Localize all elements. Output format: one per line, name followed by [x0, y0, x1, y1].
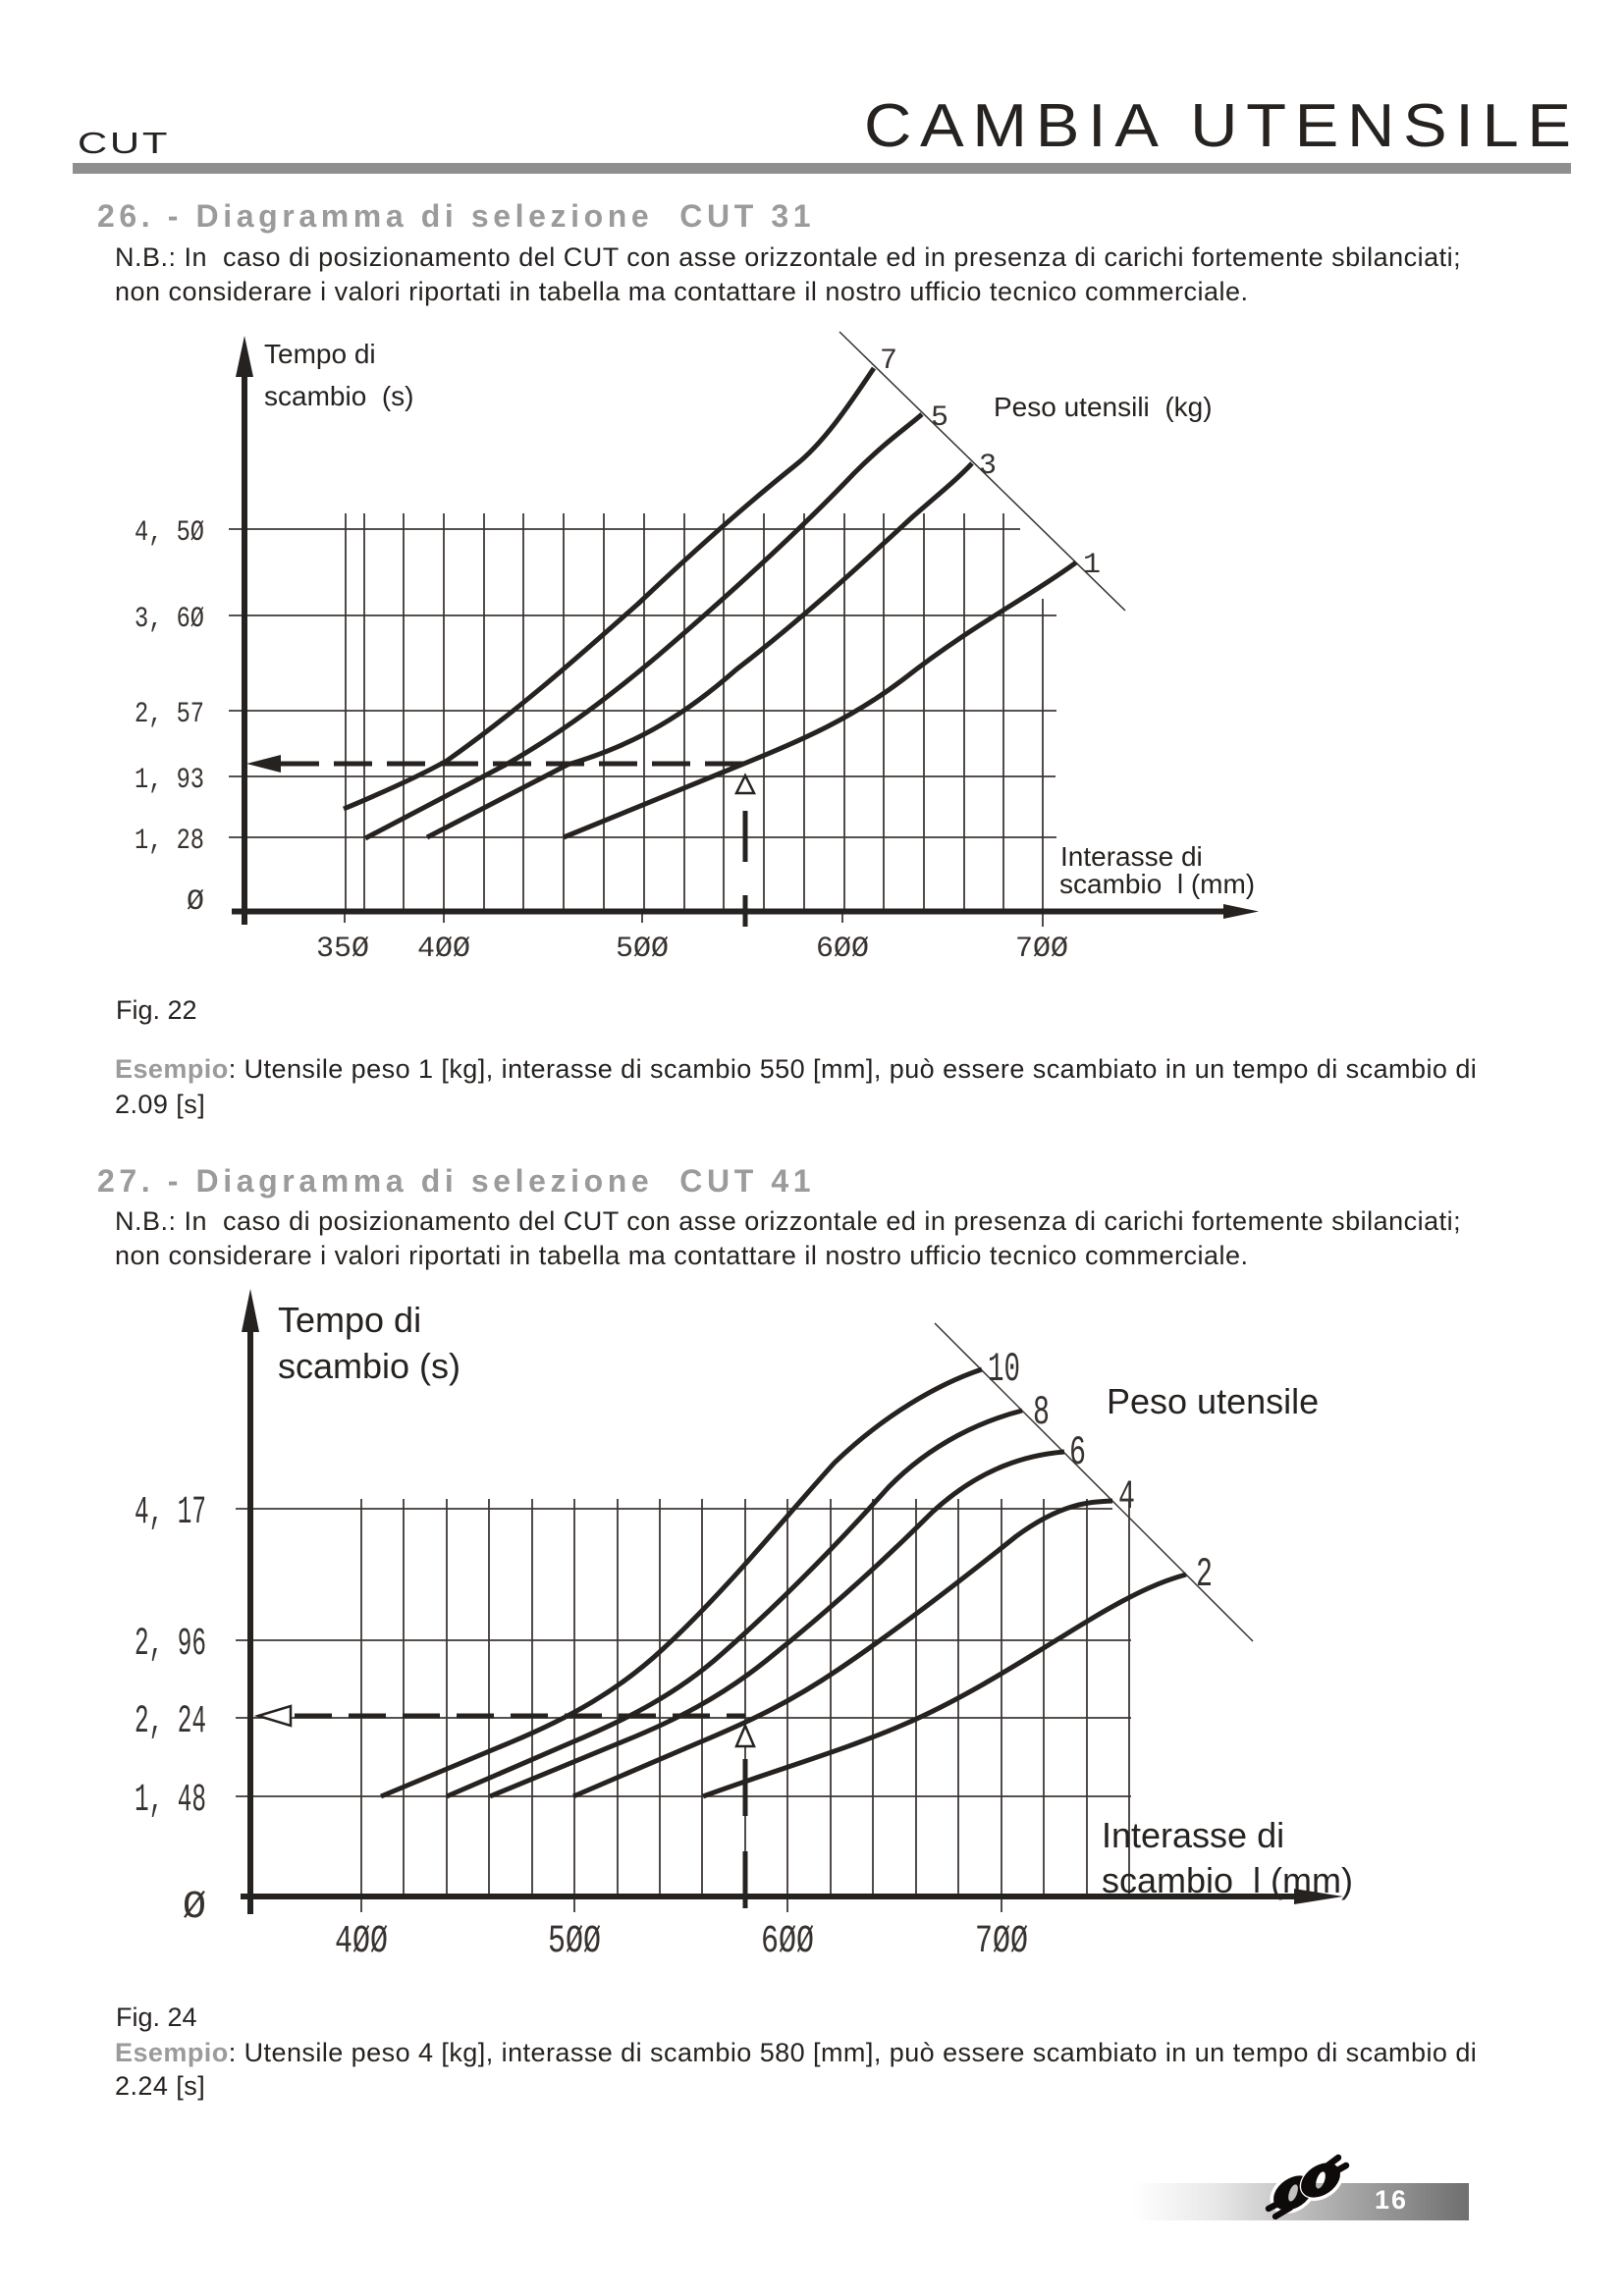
svg-text:scambio (s): scambio (s) [278, 1346, 460, 1386]
svg-text:Ø: Ø [183, 1886, 206, 1930]
svg-text:Peso utensile: Peso utensile [1107, 1381, 1319, 1421]
svg-text:35Ø: 35Ø [316, 933, 369, 966]
svg-text:Tempo di: Tempo di [264, 339, 376, 369]
svg-text:6ØØ: 6ØØ [816, 933, 869, 966]
svg-text:7ØØ: 7ØØ [1015, 933, 1068, 966]
svg-text:Interasse di: Interasse di [1102, 1815, 1284, 1855]
svg-text:5ØØ: 5ØØ [548, 1920, 601, 1953]
svg-text:scambio (s): scambio (s) [264, 381, 413, 411]
svg-text:5ØØ: 5ØØ [616, 933, 669, 966]
svg-text:Peso utensili (kg): Peso utensili (kg) [994, 392, 1213, 422]
svg-text:2, 57: 2, 57 [135, 698, 204, 731]
svg-text:7ØØ: 7ØØ [975, 1920, 1028, 1953]
svg-text:scambio l (mm): scambio l (mm) [1102, 1860, 1353, 1900]
svg-text:1, 28: 1, 28 [135, 825, 204, 858]
svg-text:scambio l (mm): scambio l (mm) [1059, 869, 1255, 899]
svg-text:8: 8 [1033, 1389, 1050, 1436]
svg-text:4, 17: 4, 17 [135, 1491, 206, 1535]
svg-text:Ø: Ø [187, 885, 204, 919]
svg-text:4ØØ: 4ØØ [335, 1920, 388, 1953]
svg-text:4: 4 [1118, 1473, 1135, 1521]
svg-text:1, 48: 1, 48 [135, 1779, 206, 1823]
svg-text:7: 7 [880, 345, 897, 378]
svg-text:6ØØ: 6ØØ [761, 1920, 814, 1953]
svg-text:1, 93: 1, 93 [135, 764, 204, 797]
svg-text:Tempo di: Tempo di [278, 1300, 421, 1340]
svg-text:4, 5Ø: 4, 5Ø [135, 516, 204, 550]
svg-text:2, 24: 2, 24 [135, 1700, 206, 1744]
svg-text:4ØØ: 4ØØ [417, 933, 470, 966]
svg-text:3, 6Ø: 3, 6Ø [135, 603, 204, 636]
svg-text:2: 2 [1196, 1551, 1213, 1598]
svg-text:10: 10 [988, 1346, 1020, 1393]
svg-text:2, 96: 2, 96 [135, 1623, 206, 1667]
svg-text:3: 3 [979, 450, 997, 483]
svg-text:6: 6 [1069, 1429, 1086, 1476]
svg-text:1: 1 [1083, 549, 1101, 582]
svg-text:5: 5 [931, 401, 948, 435]
svg-text:Interasse di: Interasse di [1060, 841, 1203, 872]
